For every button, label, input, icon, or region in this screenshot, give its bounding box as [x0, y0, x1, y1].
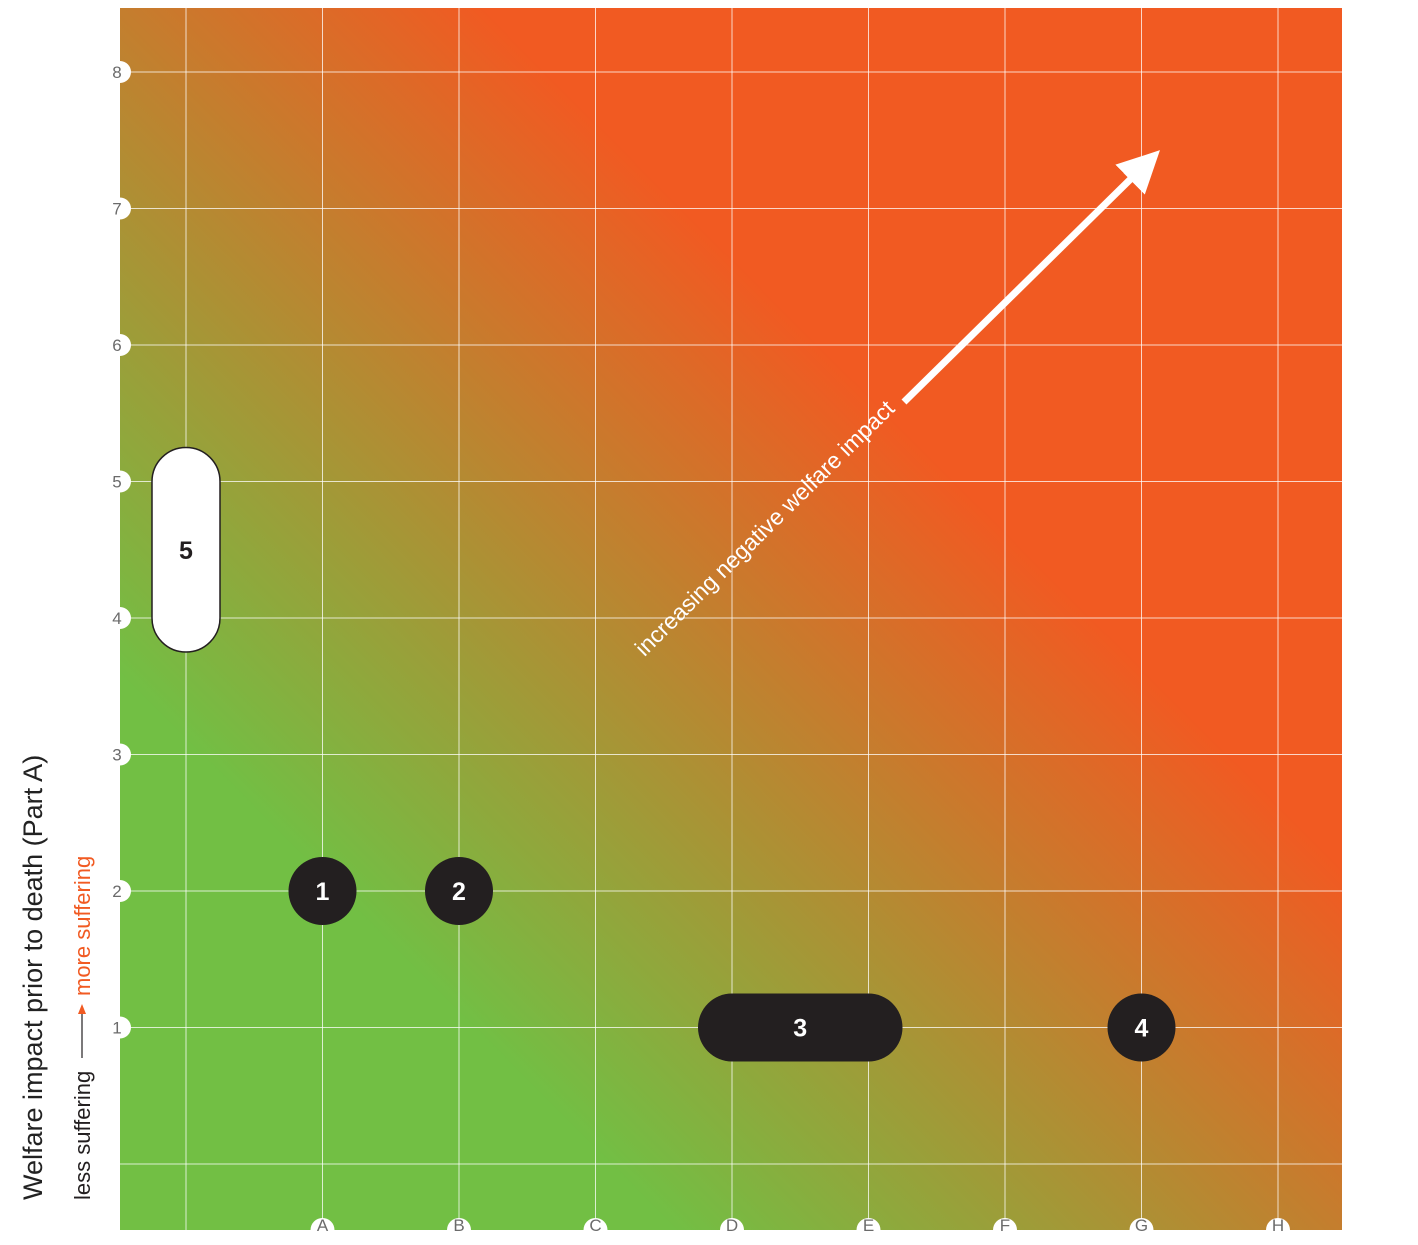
data-point-4: 4 — [1107, 993, 1176, 1062]
x-tick-badge — [720, 1218, 744, 1242]
data-point-label: 4 — [1135, 1015, 1149, 1043]
x-tick-badge — [856, 1218, 881, 1242]
y-tick-label: 7 — [112, 200, 121, 219]
y-tick-label: 4 — [112, 609, 121, 628]
y-tick-label: 5 — [112, 473, 121, 492]
y-tick-badge — [109, 470, 131, 493]
less-suffering-label: less suffering — [70, 1071, 95, 1200]
x-tick-label: F — [1000, 1216, 1010, 1235]
y-tick-label: 6 — [112, 336, 121, 355]
x-tick-badge — [1129, 1218, 1154, 1242]
data-point-1: 1 — [288, 857, 357, 925]
x-tick-label: D — [726, 1216, 738, 1235]
data-point-shape — [1107, 993, 1176, 1062]
data-point-label: 3 — [793, 1015, 807, 1043]
data-point-3: 3 — [698, 993, 903, 1062]
data-point-label: 5 — [179, 537, 193, 565]
x-tick-label: G — [1135, 1216, 1148, 1235]
x-tick-label: A — [317, 1216, 329, 1235]
data-point-shape — [698, 993, 903, 1062]
data-points: 1 2 3 4 5 — [151, 446, 1176, 1062]
y-tick-badge — [109, 880, 131, 902]
y-tick-badge — [109, 197, 131, 220]
x-tick-label: B — [453, 1216, 464, 1235]
x-tick-label: E — [863, 1216, 874, 1235]
x-tick-badge — [310, 1218, 335, 1242]
x-tick-badge — [447, 1218, 471, 1242]
data-point-5: 5 — [151, 446, 221, 653]
data-point-shape — [425, 857, 493, 925]
x-tick-badge — [583, 1218, 608, 1242]
x-tick-badge — [1266, 1218, 1290, 1242]
y-tick-badge — [109, 334, 131, 356]
y-tick-label: 1 — [112, 1019, 121, 1038]
y-tick-label: 2 — [112, 882, 121, 901]
y-axis-label: Welfare impact prior to death (Part A) — [18, 755, 48, 1200]
y-tick-badge — [109, 61, 131, 83]
x-tick-label: H — [1272, 1216, 1284, 1235]
x-tick-label: C — [589, 1216, 601, 1235]
y-axis-sublabel: less suffering more suffering — [70, 856, 95, 1200]
data-point-shape — [151, 446, 221, 653]
x-tick-badge — [993, 1218, 1017, 1242]
y-tick-badge — [109, 1016, 131, 1039]
y-tick-badge — [109, 607, 131, 629]
y-tick-badge — [109, 743, 131, 766]
axis-ticks: 1 2 3 4 5 6 7 8 A B C D E F G H — [109, 61, 1290, 1242]
y-tick-label: 8 — [112, 63, 121, 82]
data-point-2: 2 — [425, 857, 493, 925]
y-axis-label-group: Welfare impact prior to death (Part A) l… — [18, 755, 95, 1200]
data-point-label: 2 — [452, 878, 466, 906]
y-tick-label: 3 — [112, 746, 121, 765]
data-point-shape — [288, 857, 357, 925]
more-suffering-label: more suffering — [70, 856, 95, 996]
suffering-arrow-head — [78, 1004, 86, 1014]
trend-arrow-line — [901, 150, 1160, 405]
data-point-label: 1 — [316, 878, 330, 906]
